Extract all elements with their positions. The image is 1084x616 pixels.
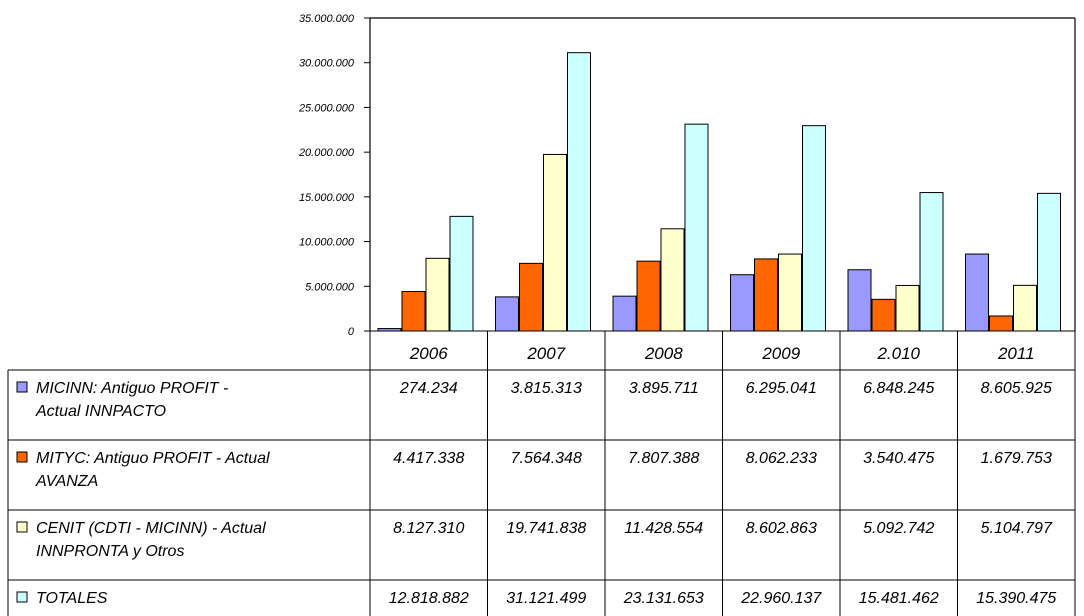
y-tick-label: 20.000.000	[298, 147, 355, 159]
x-tick-label: 2007	[526, 344, 565, 363]
data-cell: 274.234	[399, 380, 458, 397]
x-tick-label: 2009	[761, 344, 800, 363]
data-cell: 6.848.245	[863, 380, 934, 397]
x-tick-label: 2008	[644, 344, 683, 363]
data-cell: 6.295.041	[746, 380, 817, 397]
x-tick-label: 2006	[409, 344, 448, 363]
data-cell: 3.895.711	[629, 380, 699, 397]
data-cell: 8.605.925	[981, 380, 1052, 397]
data-cell: 22.960.137	[740, 590, 822, 607]
bar-cenit-2007	[543, 153, 567, 332]
bar-totales-2011	[1037, 192, 1061, 332]
data-cell: 5.092.742	[863, 520, 934, 537]
x-tick-label: 2011	[997, 344, 1035, 363]
series-label: INNPRONTA y Otros	[36, 543, 184, 560]
y-tick-label: 35.000.000	[299, 13, 355, 25]
y-tick-label: 30.000.000	[299, 58, 355, 70]
data-cell: 7.564.348	[511, 450, 582, 467]
bar-cenit-2011	[1013, 284, 1037, 332]
data-cell: 5.104.797	[981, 520, 1053, 537]
data-cell: 12.818.882	[389, 590, 469, 607]
data-cell: 31.121.499	[506, 590, 586, 607]
bar-micinn-2.010	[847, 269, 872, 332]
data-cell: 3.540.475	[863, 450, 934, 467]
bar-totales-2007	[567, 52, 591, 332]
data-cell: 23.131.653	[623, 590, 704, 607]
bar-micinn-2007	[495, 296, 519, 332]
series-label: CENIT (CDTI - MICINN) - Actual	[36, 520, 266, 537]
bar-cenit-2.010	[895, 284, 920, 332]
series-label: AVANZA	[35, 473, 98, 490]
data-cell: 15.390.475	[976, 590, 1056, 607]
bar-totales-2008	[684, 123, 709, 332]
data-cell: 7.807.388	[628, 450, 699, 467]
bar-cenit-2006	[425, 257, 450, 332]
bar-micinn-2009	[730, 274, 754, 332]
bar-mityc-2011	[989, 315, 1013, 332]
bar-totales-2009	[802, 125, 826, 332]
data-cell: 15.481.462	[859, 590, 939, 607]
y-tick-label: 10.000.000	[299, 237, 355, 249]
bar-cenit-2008	[660, 228, 685, 332]
bar-totales-2.010	[919, 192, 944, 332]
series-label: MITYC: Antiguo PROFIT - Actual	[36, 450, 270, 467]
y-tick-label: 25.000.000	[298, 102, 355, 114]
y-tick-label: 15.000.000	[299, 192, 355, 204]
legend-key	[16, 591, 28, 603]
data-cell: 4.417.338	[393, 450, 464, 467]
series-label: MICINN: Antiguo PROFIT -	[36, 380, 228, 397]
y-tick-label: 5.000.000	[305, 281, 355, 293]
bar-mityc-2006	[401, 290, 426, 332]
bar-cenit-2009	[778, 253, 802, 332]
bar-micinn-2008	[612, 295, 637, 332]
series-label: TOTALES	[36, 590, 108, 607]
x-tick-label: 2.010	[876, 344, 920, 363]
bar-totales-2006	[449, 215, 474, 332]
y-tick-label: 0	[348, 326, 355, 338]
data-cell: 19.741.838	[506, 520, 586, 537]
bar-micinn-2011	[965, 253, 989, 332]
data-cell: 3.815.313	[511, 380, 582, 397]
data-cell: 8.127.310	[393, 520, 464, 537]
data-cell: 11.428.554	[624, 520, 703, 537]
bar-mityc-2009	[754, 258, 778, 332]
data-cell: 8.602.863	[746, 520, 817, 537]
bar-mityc-2.010	[871, 298, 896, 332]
legend-key	[16, 521, 28, 533]
legend-key	[16, 381, 28, 393]
legend-key	[16, 451, 28, 463]
data-cell: 1.679.753	[981, 450, 1052, 467]
data-cell: 8.062.233	[746, 450, 817, 467]
bar-mityc-2008	[636, 260, 661, 332]
series-label: Actual INNPACTO	[35, 403, 166, 420]
bar-mityc-2007	[519, 262, 543, 332]
